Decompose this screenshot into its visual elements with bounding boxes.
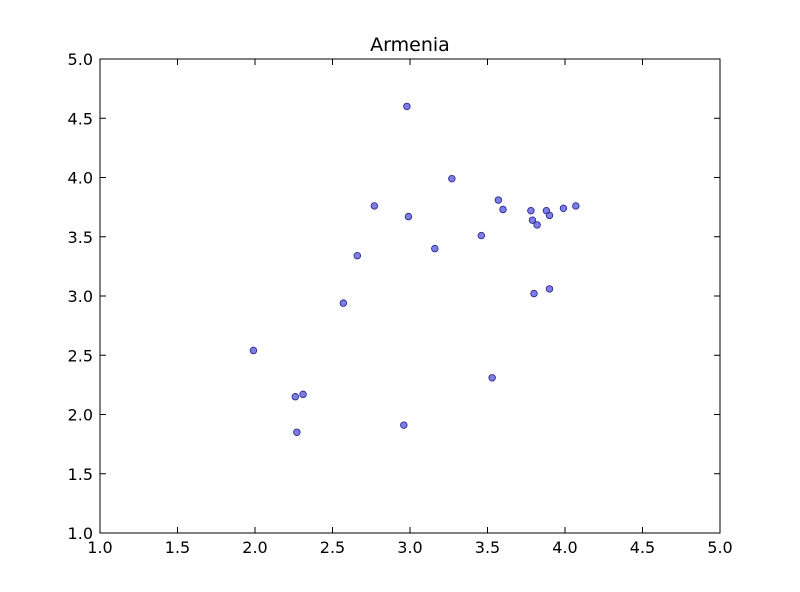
x-tick-label: 4.0 <box>552 538 577 557</box>
data-point <box>400 421 408 429</box>
y-tick-label: 2.5 <box>68 346 93 365</box>
data-point <box>249 346 258 355</box>
data-point <box>494 196 503 204</box>
data-point <box>293 428 301 436</box>
x-tick-label: 2.0 <box>242 538 267 557</box>
chart-title: Armenia <box>370 34 450 56</box>
data-point <box>353 252 361 260</box>
data-point <box>339 299 348 307</box>
x-tick-label: 1.5 <box>165 538 190 557</box>
axes-frame <box>99 58 721 534</box>
data-point <box>530 289 538 298</box>
y-tick-label: 4.0 <box>68 169 93 188</box>
y-tick-label: 3.5 <box>68 228 93 247</box>
x-tick-label: 4.5 <box>630 538 655 557</box>
data-point <box>533 221 541 229</box>
data-point <box>528 216 537 224</box>
data-point <box>559 204 568 213</box>
y-tick-label: 3.0 <box>68 287 93 306</box>
x-tick-label: 3.5 <box>475 538 500 557</box>
data-point <box>572 202 580 210</box>
data-point <box>448 174 456 183</box>
x-tick-label: 3.0 <box>397 538 422 557</box>
data-point <box>431 244 439 253</box>
y-tick-label: 5.0 <box>68 50 93 69</box>
data-point <box>370 202 379 210</box>
x-tick-label: 1.0 <box>87 538 112 557</box>
y-tick-label: 1.5 <box>68 465 93 484</box>
data-point <box>404 212 413 221</box>
data-point <box>477 231 485 240</box>
y-tick-label: 4.5 <box>68 109 93 128</box>
y-tick-label: 1.0 <box>68 524 93 543</box>
data-point <box>299 390 307 399</box>
x-tick-label: 5.0 <box>707 538 732 557</box>
x-tick-label: 2.5 <box>320 538 345 557</box>
data-point <box>499 205 507 214</box>
y-tick-label: 2.0 <box>68 406 93 425</box>
data-point <box>403 102 411 111</box>
data-point <box>291 393 299 401</box>
data-point <box>545 285 554 293</box>
data-point <box>527 206 535 215</box>
data-point <box>545 211 554 220</box>
data-point <box>488 374 496 382</box>
